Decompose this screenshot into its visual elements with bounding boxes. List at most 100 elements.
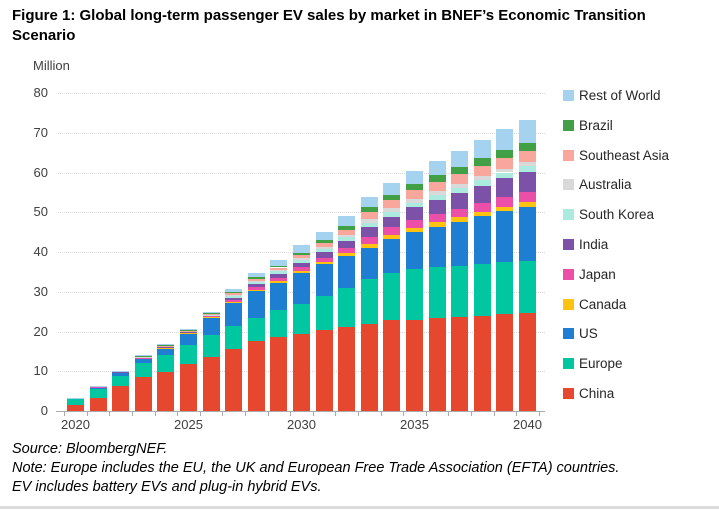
- bar-segment-brazil: [270, 265, 288, 268]
- legend-item-south-korea: South Korea: [558, 205, 716, 225]
- bar-segment-us: [270, 282, 288, 311]
- figure-footer: Source: BloombergNEF. Note: Europe inclu…: [12, 440, 702, 497]
- legend-label: Brazil: [579, 117, 613, 133]
- bar-segment-europe: [473, 263, 491, 316]
- bar-segment-china: [67, 405, 84, 411]
- bar-segment-rest-of-world: [270, 260, 288, 266]
- bar-segment-canada: [315, 261, 333, 265]
- bar-segment-southeast-asia: [519, 151, 536, 163]
- bar-segment-china: [247, 341, 265, 411]
- bar-segment-europe: [519, 261, 536, 313]
- bar-segment-south-korea: [383, 211, 401, 217]
- legend-item-rest-of-world: Rest of World: [558, 86, 716, 106]
- bar-segment-canada: [383, 234, 401, 240]
- bar-segment-rest-of-world: [519, 119, 536, 143]
- y-tick-label: 40: [33, 244, 48, 259]
- bar-segment-europe: [360, 279, 378, 324]
- bar-segment-us: [406, 232, 423, 269]
- bar-segment-south-korea: [473, 179, 491, 186]
- bar-segment-canada: [202, 316, 220, 318]
- bar-segment-canada: [180, 333, 197, 334]
- bar-segment-brazil: [451, 167, 469, 175]
- bar-segment-southeast-asia: [428, 181, 446, 192]
- bar-segment-southeast-asia: [360, 212, 378, 220]
- x-axis-tick: [471, 412, 472, 416]
- legend-item-europe: Europe: [558, 354, 716, 374]
- bar-segment-europe: [496, 261, 514, 314]
- bar-segment-rest-of-world: [134, 355, 152, 357]
- bar-segment-japan: [451, 208, 469, 218]
- bar-segment-rest-of-world: [315, 231, 333, 240]
- legend-label: China: [579, 386, 615, 401]
- bar-segment-rest-of-world: [247, 273, 265, 278]
- bar-segment-india: [473, 185, 491, 203]
- bar-segment-india: [519, 172, 536, 192]
- x-axis-tick: [403, 412, 405, 416]
- bar-segment-us: [112, 372, 130, 377]
- bar-segment-australia: [225, 294, 243, 296]
- bar-segment-india: [315, 252, 333, 258]
- bar-segment-australia: [293, 258, 310, 260]
- bar-segment-europe: [67, 399, 84, 406]
- bar-segment-india: [338, 240, 356, 248]
- bar-segment-brazil: [428, 175, 446, 182]
- bar-segment-southeast-asia: [383, 199, 401, 209]
- bar-segment-japan: [247, 287, 265, 290]
- bar-segment-brazil: [473, 158, 491, 166]
- bar-segment-canada: [428, 222, 446, 227]
- legend-label: Japan: [579, 266, 616, 282]
- bar-segment-southeast-asia: [406, 189, 423, 200]
- bar-segment-south-korea: [496, 172, 514, 179]
- bar-segment-canada: [406, 227, 423, 233]
- bar-segment-india: [293, 262, 310, 268]
- legend-item-japan: Japan: [558, 265, 716, 285]
- bar-segment-europe: [293, 304, 310, 335]
- bar-segment-china: [134, 377, 152, 411]
- bar-segment-southeast-asia: [247, 279, 265, 281]
- bar-segment-us: [180, 333, 197, 345]
- bar-segment-china: [428, 318, 446, 411]
- bar-segment-rest-of-world: [451, 150, 469, 168]
- legend-label: South Korea: [579, 207, 655, 223]
- x-axis-tick: [267, 412, 269, 416]
- bar-segment-japan: [519, 191, 536, 203]
- bar-segment-rest-of-world: [180, 328, 197, 331]
- y-tick-label: 80: [33, 85, 48, 100]
- bar-segment-rest-of-world: [473, 139, 491, 159]
- bar-segment-europe: [157, 354, 175, 372]
- bar-segment-canada: [496, 206, 514, 212]
- bar-segment-china: [451, 317, 469, 411]
- bar-segment-canada: [134, 357, 152, 359]
- legend-label: India: [579, 237, 609, 252]
- bar-segment-europe: [89, 388, 107, 398]
- bar-segment-australia: [496, 168, 514, 173]
- bar-segment-india: [270, 274, 288, 278]
- x-axis-tick: [358, 412, 359, 416]
- bar-segment-australia: [473, 176, 491, 180]
- bar-segment-brazil: [225, 292, 243, 294]
- y-tick-label: 30: [33, 283, 48, 299]
- bar-segment-china: [315, 329, 333, 411]
- bar-segment-southeast-asia: [315, 242, 333, 247]
- bar-segment-japan: [383, 227, 401, 235]
- bar-segment-brazil: [360, 207, 378, 213]
- x-axis-tick: [290, 412, 292, 416]
- legend-label: Europe: [579, 356, 623, 372]
- legend-swatch-europe: [563, 358, 574, 370]
- y-tick-label: 70: [33, 124, 48, 140]
- bar-segment-brazil: [315, 239, 333, 243]
- bar-segment-south-korea: [202, 314, 220, 316]
- legend-label: US: [579, 326, 598, 342]
- x-tick-label: 2035: [400, 417, 429, 432]
- bar-segment-japan: [338, 248, 356, 254]
- bar-segment-rest-of-world: [496, 128, 514, 151]
- legend-item-us: US: [558, 324, 716, 344]
- bar-segment-japan: [293, 267, 310, 271]
- bar-segment-china: [519, 312, 536, 411]
- bar-segment-europe: [383, 273, 401, 321]
- bar-segment-us: [383, 239, 401, 274]
- bar-segment-south-korea: [451, 187, 469, 194]
- bar-segment-rest-of-world: [293, 245, 310, 253]
- legend-swatch-south-korea: [563, 209, 574, 221]
- y-tick-label: 20: [33, 323, 48, 339]
